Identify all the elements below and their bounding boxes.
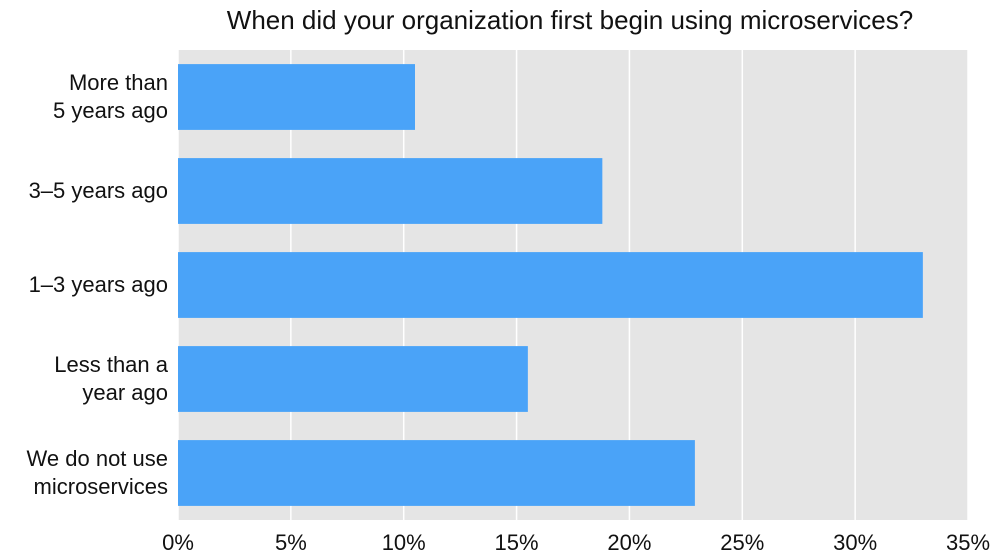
bar (178, 440, 695, 506)
y-tick-label: 1–3 years ago (28, 272, 168, 297)
x-tick-label: 15% (495, 530, 539, 555)
y-tick-label: More than 5 years ago (53, 70, 168, 123)
x-tick-label: 20% (607, 530, 651, 555)
chart-title: When did your organization first begin u… (227, 5, 913, 35)
x-tick-label: 30% (833, 530, 877, 555)
bar (178, 346, 528, 412)
x-tick-label: 10% (382, 530, 426, 555)
x-tick-label: 5% (275, 530, 307, 555)
x-tick-label: 25% (720, 530, 764, 555)
x-tick-label: 35% (946, 530, 990, 555)
bar (178, 252, 923, 318)
bar (178, 64, 415, 130)
y-tick-label: Less than a year ago (54, 352, 168, 405)
bar (178, 158, 603, 224)
y-tick-label: We do not use microservices (26, 446, 168, 499)
y-tick-label: 3–5 years ago (28, 178, 168, 203)
x-tick-label: 0% (162, 530, 194, 555)
